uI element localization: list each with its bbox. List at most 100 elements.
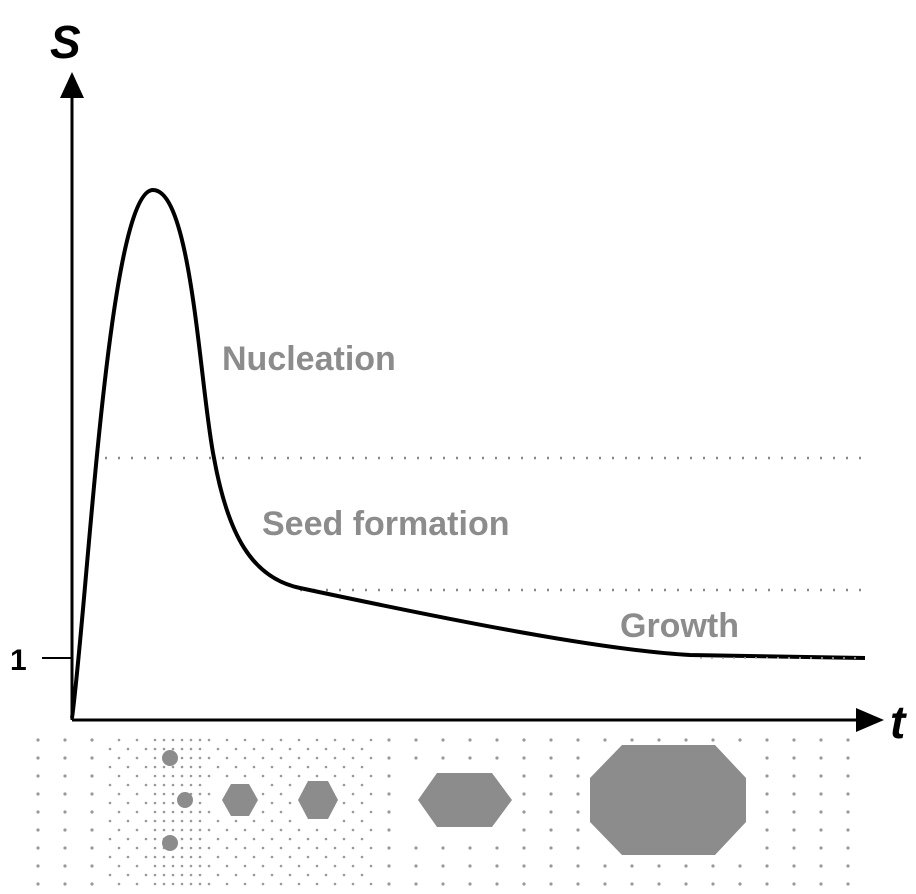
dot	[576, 810, 580, 814]
dot	[288, 819, 292, 823]
dot	[162, 855, 166, 859]
dot	[279, 774, 283, 778]
dot	[441, 846, 445, 850]
dot	[180, 828, 184, 832]
dot	[252, 855, 256, 859]
dot	[144, 837, 148, 841]
dot	[468, 756, 472, 760]
dot	[279, 756, 283, 760]
dot	[846, 792, 850, 796]
dot	[162, 747, 166, 751]
dot	[819, 792, 823, 796]
dot	[207, 792, 211, 796]
dot	[63, 846, 67, 850]
dot	[765, 774, 769, 778]
dot	[189, 810, 193, 814]
dot	[846, 846, 850, 850]
dot	[234, 765, 238, 769]
dot	[162, 801, 166, 805]
dot	[108, 855, 112, 859]
dot	[819, 828, 823, 832]
dot	[792, 792, 796, 796]
dot	[270, 837, 274, 841]
dot	[243, 846, 247, 850]
dot	[279, 846, 283, 850]
dot	[369, 810, 373, 814]
dot	[189, 846, 193, 850]
monomer-dots	[36, 738, 850, 886]
dot	[522, 810, 526, 814]
dot	[765, 810, 769, 814]
dot	[198, 747, 202, 751]
dot	[324, 855, 328, 859]
dot	[36, 846, 40, 850]
dot	[324, 837, 328, 841]
dot	[342, 801, 346, 805]
dot	[765, 864, 769, 868]
dot	[171, 783, 175, 787]
dot	[216, 837, 220, 841]
dot	[819, 774, 823, 778]
dot	[171, 792, 175, 796]
dot	[63, 810, 67, 814]
dot	[153, 873, 157, 877]
dot	[549, 828, 553, 832]
dot	[207, 864, 211, 868]
dot	[252, 837, 256, 841]
dot	[243, 774, 247, 778]
dot	[261, 756, 265, 760]
dot	[198, 810, 202, 814]
dot	[117, 882, 121, 886]
dot	[243, 828, 247, 832]
dot	[180, 873, 184, 877]
dot	[36, 810, 40, 814]
dot	[351, 774, 355, 778]
dot	[846, 882, 850, 886]
dot	[198, 846, 202, 850]
dot	[135, 864, 139, 868]
dot	[792, 828, 796, 832]
dot	[135, 882, 139, 886]
dot	[216, 765, 220, 769]
dot	[351, 882, 355, 886]
dot	[495, 882, 499, 886]
dot	[324, 747, 328, 751]
dot	[135, 774, 139, 778]
dot	[360, 819, 364, 823]
dot	[522, 774, 526, 778]
dot	[819, 846, 823, 850]
dot	[189, 747, 193, 751]
dot	[162, 738, 166, 742]
dot	[441, 882, 445, 886]
dot	[126, 819, 130, 823]
dot	[819, 756, 823, 760]
dot	[369, 828, 373, 832]
dot	[198, 738, 202, 742]
dot	[342, 855, 346, 859]
dot	[684, 864, 688, 868]
dot	[117, 738, 121, 742]
dot	[126, 801, 130, 805]
dot	[225, 738, 229, 742]
dot	[171, 765, 175, 769]
dot	[171, 828, 175, 832]
dot	[234, 819, 238, 823]
dot	[522, 864, 526, 868]
dot	[63, 828, 67, 832]
dot	[549, 756, 553, 760]
dot	[162, 864, 166, 868]
dot	[126, 747, 130, 751]
particle	[162, 835, 178, 851]
dot	[135, 846, 139, 850]
particle	[418, 773, 512, 827]
dot	[414, 756, 418, 760]
dot	[522, 828, 526, 832]
dot	[180, 747, 184, 751]
dot	[279, 738, 283, 742]
dot	[369, 864, 373, 868]
y-arrow	[60, 72, 84, 98]
dot	[126, 765, 130, 769]
dot	[117, 792, 121, 796]
dot	[180, 756, 184, 760]
dot	[684, 882, 688, 886]
